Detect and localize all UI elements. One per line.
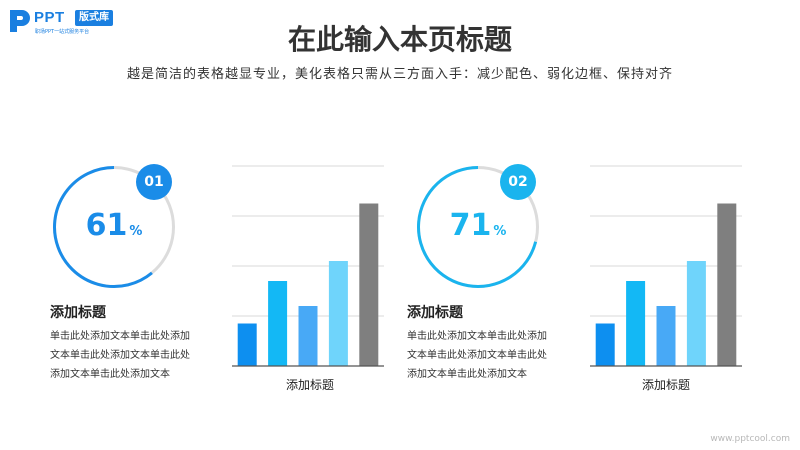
number-badge-2: 02 bbox=[500, 164, 536, 200]
number-badge-1: 01 bbox=[136, 164, 172, 200]
item-title-2: 添加标题 bbox=[407, 305, 463, 321]
item-text-line: 添加文本单击此处添加文本 bbox=[50, 369, 170, 380]
bar bbox=[717, 203, 737, 366]
bar-chart-2 bbox=[590, 165, 742, 367]
percent-value-2: 71% bbox=[416, 208, 540, 243]
page-title: 在此输入本页标题 bbox=[287, 23, 512, 56]
percent-value-1: 61% bbox=[52, 208, 176, 243]
bar bbox=[359, 203, 379, 366]
item-title-1: 添加标题 bbox=[50, 305, 106, 321]
item-text-line: 添加文本单击此处添加文本 bbox=[407, 369, 527, 380]
item-text-2: 单击此处添加文本单击此处添加 文本单击此处添加文本单击此处 添加文本单击此处添加… bbox=[407, 327, 555, 384]
percent-sign-2: % bbox=[493, 224, 507, 239]
bar bbox=[686, 261, 706, 366]
bar bbox=[298, 306, 318, 366]
percent-sign-1: % bbox=[129, 224, 143, 239]
bar-chart-1 bbox=[232, 165, 384, 367]
bar bbox=[656, 306, 676, 366]
item-text-line: 文本单击此处添加文本单击此处 bbox=[407, 350, 547, 361]
bar bbox=[328, 261, 348, 366]
percent-number-1: 61 bbox=[85, 208, 128, 243]
item-text-line: 单击此处添加文本单击此处添加 bbox=[50, 331, 190, 342]
item-text-1: 单击此处添加文本单击此处添加 文本单击此处添加文本单击此处 添加文本单击此处添加… bbox=[50, 327, 198, 384]
bar bbox=[595, 323, 615, 366]
bar bbox=[268, 281, 288, 366]
chart-xlabel-1: 添加标题 bbox=[285, 378, 334, 392]
bar bbox=[237, 323, 257, 366]
item-text-line: 单击此处添加文本单击此处添加 bbox=[407, 331, 547, 342]
page-subtitle: 越是简洁的表格越显专业，美化表格只需从三方面入手：减少配色、弱化边框、保持对齐 bbox=[126, 67, 673, 82]
ring-arc-2 bbox=[417, 166, 538, 288]
logo-badge: 版式库 bbox=[75, 10, 113, 26]
item-text-line: 文本单击此处添加文本单击此处 bbox=[50, 350, 190, 361]
bar bbox=[626, 281, 646, 366]
percent-number-2: 71 bbox=[449, 208, 492, 243]
logo-tagline: 职场PPT一站式服务平台 bbox=[35, 29, 90, 35]
watermark: www.pptcool.com bbox=[710, 434, 790, 444]
logo-brand: PPT bbox=[34, 9, 65, 26]
chart-xlabel-2: 添加标题 bbox=[641, 378, 690, 392]
progress-ring-2 bbox=[417, 166, 539, 288]
logo: PPT 版式库 职场PPT一站式服务平台 bbox=[8, 8, 158, 38]
logo-p-icon bbox=[10, 10, 30, 32]
progress-ring-1 bbox=[53, 166, 175, 288]
ring-arc-1 bbox=[53, 166, 153, 288]
